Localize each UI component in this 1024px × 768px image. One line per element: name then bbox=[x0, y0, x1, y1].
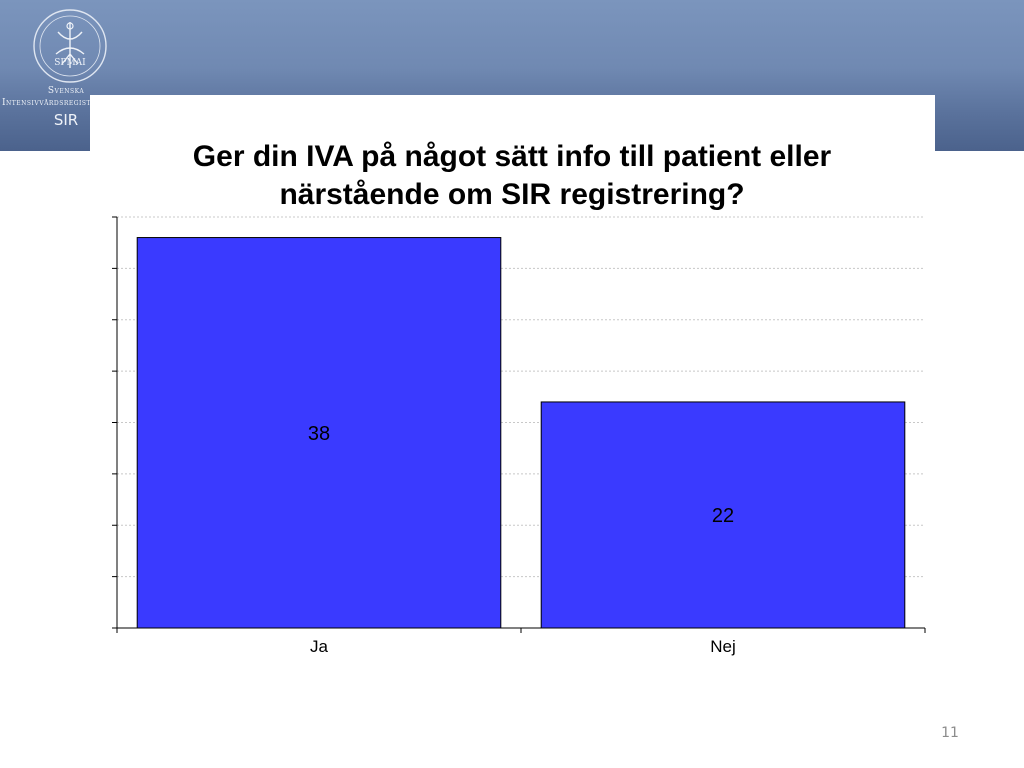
chart-title: Ger din IVA på något sätt info till pati… bbox=[0, 138, 1024, 214]
chart-title-line-2: närstående om SIR registrering? bbox=[279, 178, 745, 211]
seal-text: SPMAI bbox=[54, 58, 86, 68]
logo-line-sir: SIR bbox=[53, 111, 79, 129]
page-number: 11 bbox=[941, 725, 959, 741]
bar-ja bbox=[136, 237, 502, 629]
bar-nej bbox=[540, 401, 906, 629]
x-tick-label: Nej bbox=[710, 637, 736, 656]
data-label: 22 bbox=[712, 505, 734, 527]
x-tick-label: Ja bbox=[310, 637, 329, 656]
chart-title-line-1: Ger din IVA på något sätt info till pati… bbox=[192, 140, 832, 173]
sir-logo: SPMAI Svenska Intensivvårdsregister SIR bbox=[0, 0, 118, 151]
logo-line-svenska: Svenska bbox=[47, 86, 85, 96]
seal-icon: SPMAI bbox=[33, 9, 107, 83]
logo-line-intensivvardsregister: Intensivvårdsregister bbox=[2, 98, 101, 108]
data-label: 38 bbox=[308, 423, 330, 445]
